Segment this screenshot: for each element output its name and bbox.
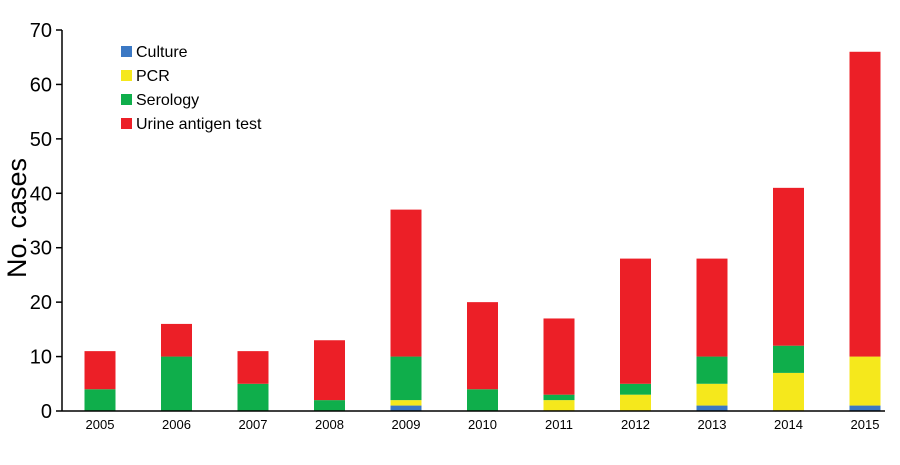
- bar-segment-culture-2013: [696, 405, 728, 411]
- legend-swatch-urine-antigen-test: [121, 118, 132, 129]
- bar-segment-serology-2014: [773, 345, 804, 373]
- legend-swatch-culture: [121, 46, 132, 57]
- bar-segment-urine-antigen-test-2009: [390, 209, 422, 357]
- bar-segment-pcr-2013: [696, 383, 728, 406]
- x-tick-label: 2006: [162, 417, 191, 432]
- legend-swatch-pcr: [121, 70, 132, 81]
- x-tick-label: 2009: [392, 417, 421, 432]
- bar-segment-urine-antigen-test-2006: [161, 323, 192, 357]
- bar-segment-serology-2010: [467, 389, 498, 411]
- y-tick-label: 40: [30, 183, 52, 205]
- legend-label: Culture: [136, 44, 188, 61]
- legend-swatch-serology: [121, 94, 132, 105]
- bar-segment-pcr-2011: [543, 400, 575, 411]
- bar-segment-urine-antigen-test-2008: [314, 340, 345, 401]
- x-tick-label: 2005: [86, 417, 115, 432]
- bar-segment-urine-antigen-test-2010: [467, 302, 498, 390]
- axes-layer: [61, 30, 885, 412]
- bar-segment-pcr-2014: [773, 372, 804, 411]
- x-tick-label: 2014: [774, 417, 803, 432]
- bar-segment-urine-antigen-test-2005: [84, 351, 116, 390]
- bar-segment-urine-antigen-test-2015: [849, 51, 881, 357]
- legend-label: Urine antigen test: [136, 116, 262, 133]
- legend-label: PCR: [136, 68, 170, 85]
- y-tick-label: 60: [30, 74, 52, 96]
- bar-segment-serology-2013: [696, 356, 728, 384]
- y-tick-label: 10: [30, 347, 52, 369]
- bar-segment-urine-antigen-test-2011: [543, 318, 575, 395]
- x-tick-label: 2015: [851, 417, 880, 432]
- bar-segment-urine-antigen-test-2013: [696, 258, 728, 357]
- bar-segment-serology-2008: [314, 400, 345, 411]
- y-tick-label: 50: [30, 129, 52, 151]
- x-tick-label: 2013: [698, 417, 727, 432]
- bar-segment-serology-2005: [84, 389, 116, 411]
- legend-label: Serology: [136, 92, 199, 109]
- bar-segment-serology-2009: [390, 356, 422, 401]
- x-tick-label: 2012: [621, 417, 650, 432]
- bar-segment-urine-antigen-test-2007: [237, 351, 269, 384]
- x-tick-label: 2007: [239, 417, 268, 432]
- bars-layer: [84, 51, 881, 411]
- bar-segment-culture-2009: [390, 405, 422, 411]
- bar-segment-urine-antigen-test-2012: [620, 258, 651, 384]
- bar-segment-serology-2007: [237, 383, 269, 411]
- x-tick-label: 2011: [545, 417, 573, 432]
- y-ticks: 0 10 20 30 40 50 60 70: [30, 20, 62, 423]
- bar-segment-serology-2011: [543, 394, 575, 401]
- bar-segment-pcr-2009: [390, 400, 422, 406]
- bar-segment-culture-2015: [849, 405, 881, 411]
- bar-segment-serology-2012: [620, 383, 651, 395]
- bar-segment-pcr-2012: [620, 394, 651, 411]
- y-tick-label: 0: [41, 401, 52, 423]
- y-axis-label: No. cases: [2, 158, 32, 278]
- legend: Culture PCR Serology Urine antigen test: [121, 44, 262, 133]
- bar-segment-pcr-2015: [849, 356, 881, 406]
- bar-segment-urine-antigen-test-2014: [773, 187, 804, 346]
- x-tick-label: 2010: [468, 417, 497, 432]
- x-tick-label: 2008: [315, 417, 344, 432]
- y-tick-label: 20: [30, 292, 52, 314]
- bar-segment-serology-2006: [161, 356, 192, 411]
- y-tick-label: 70: [30, 20, 52, 42]
- x-ticks: 2005 2006 2007 2008 2009 2010 2011 2012 2013 2014…: [86, 417, 880, 432]
- y-tick-label: 30: [30, 238, 52, 260]
